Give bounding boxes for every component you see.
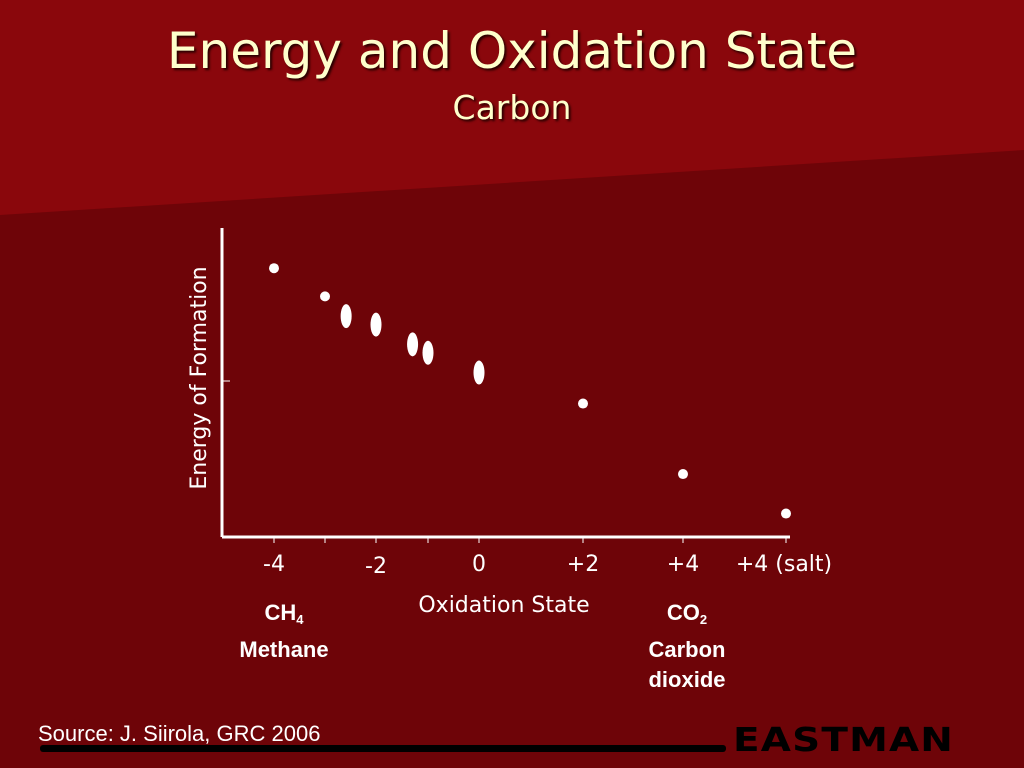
data-point-6: [473, 360, 485, 385]
eastman-logo: EASTMAN: [733, 720, 955, 759]
co2-label: CO2 Carbon dioxide: [627, 598, 747, 695]
x-tick-label-2: -2: [365, 554, 387, 579]
footer-rule: [40, 745, 726, 752]
x-axis-label: Oxidation State: [418, 593, 589, 618]
data-point-8: [678, 469, 688, 480]
data-point-7: [578, 398, 588, 409]
data-point-3: [370, 312, 382, 337]
x-tick-label-6: +4: [667, 552, 699, 577]
data-point-0: [269, 263, 279, 274]
chart-points: [269, 263, 791, 519]
data-point-1: [320, 291, 330, 302]
data-point-4: [407, 332, 419, 357]
y-axis-label: Energy of Formation: [187, 266, 212, 489]
x-tick-label-7: +4 (salt): [736, 552, 832, 577]
x-tick-labels: -4 -2 0 +2 +4 +4 (salt): [263, 552, 832, 579]
data-point-2: [340, 304, 352, 329]
co2-formula: CO: [666, 600, 700, 625]
chart-axes: [220, 228, 790, 543]
slide-title: Energy and Oxidation State: [166, 22, 858, 80]
x-tick-label-5: +2: [567, 552, 599, 577]
co2-subscript: 2: [699, 612, 708, 627]
methane-formula: CH: [264, 600, 297, 625]
methane-name: Methane: [239, 637, 329, 662]
data-point-9: [781, 508, 791, 519]
x-tick-label-0: -4: [263, 552, 285, 577]
x-tick-label-4: 0: [472, 552, 486, 577]
co2-name-line2: dioxide: [648, 667, 726, 692]
source-citation: Source: J. Siirola, GRC 2006: [38, 721, 321, 746]
co2-name-line1: Carbon: [648, 637, 726, 662]
slide-subtitle: Carbon: [452, 88, 572, 127]
methane-subscript: 4: [296, 612, 304, 627]
data-point-5: [422, 340, 434, 365]
methane-label: CH4 Methane: [224, 598, 344, 665]
